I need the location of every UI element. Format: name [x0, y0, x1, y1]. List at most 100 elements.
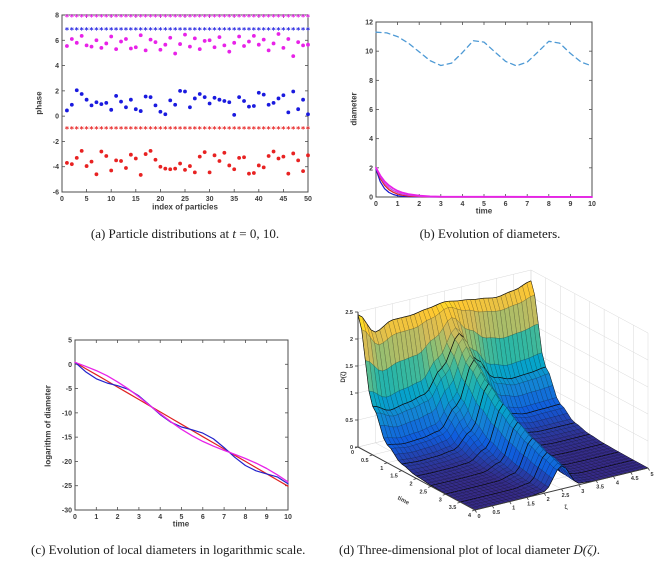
svg-text:4.5: 4.5	[631, 476, 639, 482]
svg-text:*: *	[262, 26, 267, 35]
svg-text:*: *	[291, 125, 296, 134]
svg-text:4: 4	[369, 136, 373, 143]
svg-text:*: *	[267, 125, 272, 134]
svg-text:2.5: 2.5	[562, 493, 570, 499]
svg-text:9: 9	[265, 514, 269, 521]
svg-text:*: *	[85, 125, 90, 134]
caption-a: (a) Particle distributions at t = 0, 10.	[35, 224, 335, 244]
svg-text:*: *	[144, 26, 149, 35]
svg-text:*: *	[109, 125, 114, 134]
svg-text:*: *	[262, 13, 267, 22]
svg-text:0: 0	[73, 514, 77, 521]
svg-text:*: *	[203, 125, 208, 134]
caption-d-tail: .	[596, 542, 600, 557]
time-axis-label-c: time	[172, 519, 190, 529]
svg-text:*: *	[104, 13, 109, 22]
svg-text:*: *	[129, 125, 134, 134]
svg-text:*: *	[257, 26, 262, 35]
svg-text:*: *	[124, 125, 129, 134]
svg-text:*: *	[178, 26, 183, 35]
svg-text:*: *	[104, 26, 109, 35]
svg-text:*: *	[80, 13, 85, 22]
svg-text:0: 0	[477, 514, 480, 520]
svg-text:6: 6	[201, 514, 205, 521]
svg-text:*: *	[227, 125, 232, 134]
svg-text:2: 2	[417, 201, 421, 208]
svg-text:*: *	[262, 125, 267, 134]
svg-text:*: *	[124, 26, 129, 35]
svg-text:*: *	[89, 13, 94, 22]
svg-text:*: *	[193, 26, 198, 35]
surface-3d-chart: 00.511.522.533.54 00.511.522.533.544.5500…	[345, 269, 654, 520]
svg-text:*: *	[85, 13, 90, 22]
svg-text:5: 5	[482, 201, 486, 208]
index-of-particles-axis-label: index of particles	[152, 202, 218, 212]
svg-text:-10: -10	[62, 410, 72, 417]
svg-text:50: 50	[304, 196, 312, 203]
svg-text:*: *	[148, 125, 153, 134]
svg-text:*: *	[281, 13, 286, 22]
svg-text:*: *	[65, 26, 70, 35]
caption-a-tail: = 0, 10.	[236, 226, 280, 241]
svg-text:*: *	[114, 13, 119, 22]
svg-text:-20: -20	[62, 459, 72, 466]
svg-text:3: 3	[439, 497, 442, 503]
svg-text:-4: -4	[53, 164, 59, 171]
svg-text:40: 40	[255, 196, 263, 203]
svg-text:*: *	[237, 26, 242, 35]
svg-text:*: *	[99, 26, 104, 35]
svg-text:*: *	[173, 13, 178, 22]
svg-text:*: *	[80, 26, 85, 35]
svg-text:*: *	[94, 26, 99, 35]
svg-text:0.5: 0.5	[345, 418, 353, 424]
svg-text:*: *	[271, 13, 276, 22]
svg-text:*: *	[286, 13, 291, 22]
svg-text:4: 4	[468, 513, 472, 519]
svg-text:5: 5	[85, 196, 89, 203]
svg-text:*: *	[276, 125, 281, 134]
svg-text:*: *	[158, 13, 163, 22]
svg-text:*: *	[188, 13, 193, 22]
svg-text:2: 2	[116, 514, 120, 521]
svg-text:*: *	[75, 26, 80, 35]
svg-text:2: 2	[350, 337, 353, 343]
svg-text:5: 5	[180, 514, 184, 521]
svg-text:*: *	[217, 13, 222, 22]
svg-text:*: *	[281, 125, 286, 134]
svg-text:*: *	[212, 13, 217, 22]
svg-text:*: *	[99, 13, 104, 22]
svg-text:*: *	[203, 26, 208, 35]
svg-text:*: *	[70, 26, 75, 35]
svg-text:*: *	[276, 13, 281, 22]
svg-text:10: 10	[588, 201, 596, 208]
svg-text:*: *	[85, 26, 90, 35]
diameter-axis-label: diameter	[349, 92, 359, 126]
svg-text:*: *	[158, 125, 163, 134]
svg-text:0.5: 0.5	[492, 510, 500, 516]
svg-text:1: 1	[380, 466, 383, 472]
svg-text:*: *	[296, 26, 301, 35]
svg-text:4: 4	[460, 201, 464, 208]
svg-text:3: 3	[137, 514, 141, 521]
svg-text:7: 7	[222, 514, 226, 521]
svg-text:*: *	[242, 125, 247, 134]
svg-text:*: *	[178, 13, 183, 22]
caption-d: (d) Three-dimensional plot of local diam…	[339, 540, 655, 560]
svg-text:*: *	[242, 26, 247, 35]
svg-text:*: *	[252, 125, 257, 134]
svg-text:*: *	[222, 125, 227, 134]
svg-text:*: *	[163, 26, 168, 35]
svg-text:*: *	[232, 26, 237, 35]
svg-text:*: *	[222, 26, 227, 35]
svg-text:*: *	[80, 125, 85, 134]
svg-text:*: *	[188, 125, 193, 134]
svg-text:45: 45	[280, 196, 288, 203]
svg-text:0: 0	[55, 114, 59, 121]
svg-text:8: 8	[369, 78, 373, 85]
svg-text:*: *	[198, 13, 203, 22]
svg-text:-15: -15	[62, 435, 72, 442]
svg-text:30: 30	[206, 196, 214, 203]
svg-text:6: 6	[55, 38, 59, 45]
svg-text:5: 5	[650, 472, 653, 478]
svg-text:*: *	[178, 125, 183, 134]
